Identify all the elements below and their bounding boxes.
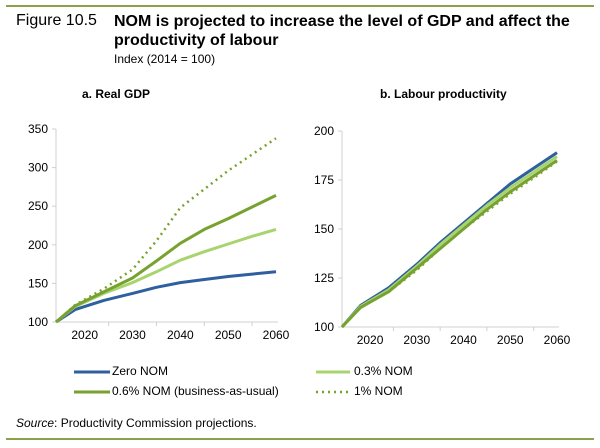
panel-a-y-tick-label: 250 [28,199,48,213]
source-prefix: Source [16,416,55,430]
panel-a-series-0-6-nom-business-as-usual- [55,194,277,324]
source-note: Source: Productivity Commission projecti… [16,416,257,430]
panel-a-x-tick-label: 2040 [167,328,194,342]
panel-b-x-tick-label: 2040 [450,333,477,347]
panel-a-y-tick-label: 150 [28,276,48,290]
legend-label-1-nom: 1% NOM [354,384,403,398]
panel-b-x-tick-label: 2020 [357,333,384,347]
panel-a-x-tick-label: 2020 [71,328,98,342]
panel-a-y-tick-label: 300 [28,161,48,175]
legend-label-0-3-nom: 0.3% NOM [354,364,413,378]
panel-b-x-tick-label: 2030 [403,333,430,347]
panel-b-x-tick-label: 2050 [497,333,524,347]
panel-a-x-tick-label: 2050 [215,328,242,342]
top-rule [6,5,594,7]
figure-label: Figure 10.5 [16,12,97,29]
panel-b-y-tick-label: 200 [314,124,334,138]
panel-b-title: b. Labour productivity [380,87,507,101]
panel-b-series-1-nom [341,160,558,328]
panel-b-y-tick-label: 150 [314,222,334,236]
bottom-rule [6,438,594,440]
figure-title: NOM is projected to increase the level o… [114,13,570,49]
panel-a-y-tick-label: 350 [28,122,48,136]
figure-subtitle: Index (2014 = 100) [114,52,216,66]
panel-b-y-tick-label: 125 [314,271,334,285]
panel-a-y-tick-label: 200 [28,238,48,252]
legend-label-0-6-nom: 0.6% NOM (business-as-usual) [112,384,279,398]
panel-a-x-tick-label: 2030 [119,328,146,342]
panel-a-x-tick-label: 2060 [263,328,290,342]
panel-a-series-1-nom [55,137,277,323]
panel-b-y-tick-label: 175 [314,173,334,187]
source-text: : Productivity Commission projections. [54,416,257,430]
panel-a-title: a. Real GDP [82,87,151,101]
legend-label-zero-nom: Zero NOM [112,364,169,378]
panel-a-y-tick-label: 100 [28,315,48,329]
panel-b-y-tick-label: 100 [314,320,334,334]
panel-b-x-tick-label: 2060 [544,333,571,347]
panel-a-series-zero-nom [55,270,277,324]
